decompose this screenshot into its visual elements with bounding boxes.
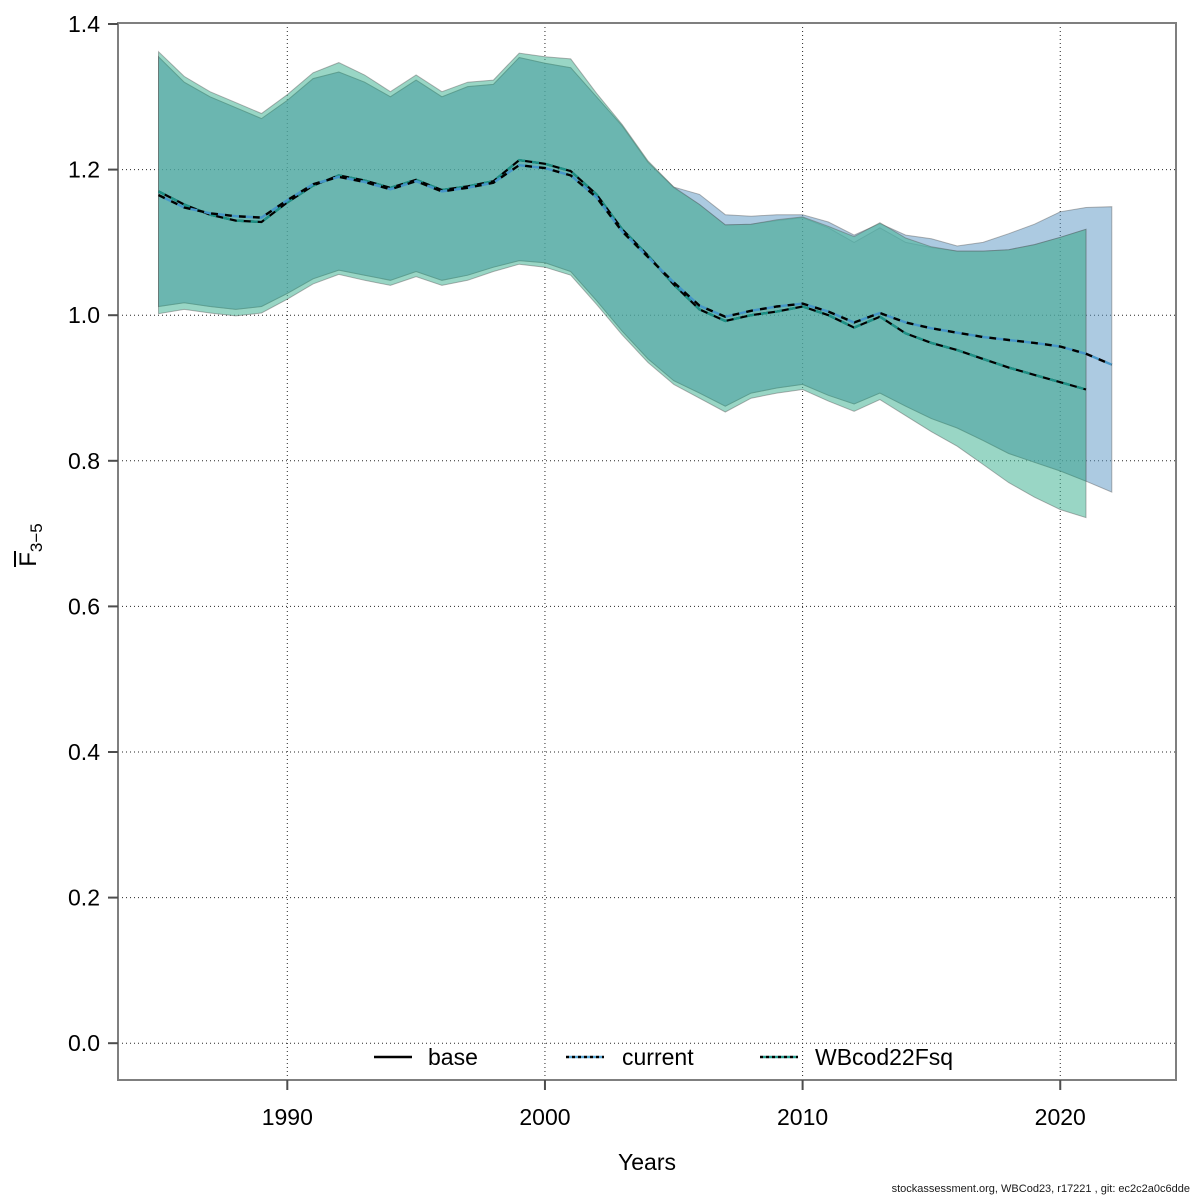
y-tick-label: 1.2 (68, 157, 100, 183)
footer-citation: stockassessment.org, WBCod23, r17221 , g… (891, 1183, 1190, 1195)
x-tick-label: 2000 (519, 1104, 570, 1130)
y-tick-label: 1.4 (68, 11, 100, 37)
legend-label: current (622, 1044, 694, 1070)
legend-item-base: base (374, 1044, 478, 1070)
y-tick-label: 0.2 (68, 885, 100, 911)
y-tick-label: 0.6 (68, 593, 100, 619)
x-tick-label: 2020 (1035, 1104, 1086, 1130)
y-tick-label: 0.8 (68, 448, 100, 474)
x-axis-label: Years (618, 1149, 676, 1175)
x-tick-label: 1990 (262, 1104, 313, 1130)
plot-border (117, 22, 1177, 1081)
y-tick-label: 0.4 (68, 739, 100, 765)
legend-label: WBcod22Fsq (815, 1044, 953, 1070)
legend-item-current: current (566, 1044, 694, 1070)
y-tick-label: 1.0 (68, 302, 100, 328)
x-tick-label: 2010 (777, 1104, 828, 1130)
confidence-band-wbcod22fsq (158, 50, 1087, 519)
svg-text:F3−5: F3−5 (15, 523, 46, 567)
mean-line-current-underlay (157, 163, 1113, 366)
legend-item-wbcod22fsq: WBcod22Fsq (760, 1044, 953, 1070)
y-axis-label: F3−5 (14, 523, 46, 567)
legend-label: base (428, 1044, 478, 1070)
y-tick-label: 0.0 (68, 1030, 100, 1056)
